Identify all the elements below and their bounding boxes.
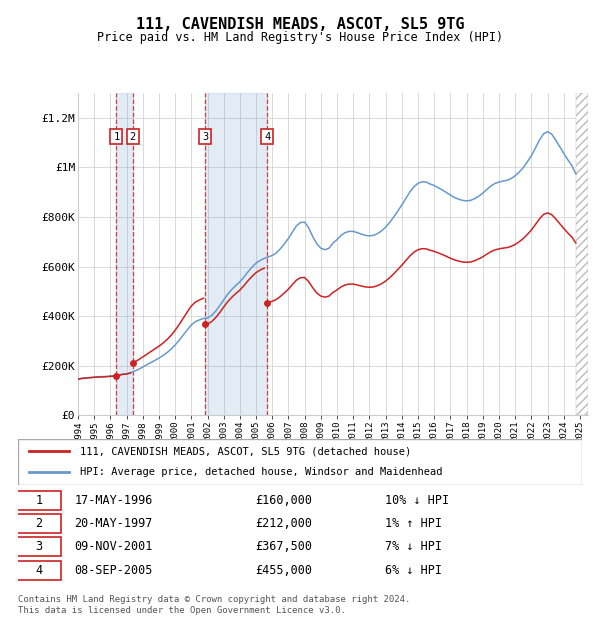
- Text: 17-MAY-1996: 17-MAY-1996: [74, 494, 153, 507]
- Text: 2: 2: [35, 517, 43, 530]
- Text: Price paid vs. HM Land Registry's House Price Index (HPI): Price paid vs. HM Land Registry's House …: [97, 31, 503, 44]
- FancyBboxPatch shape: [17, 514, 61, 533]
- Text: 3: 3: [35, 541, 43, 553]
- Text: 1: 1: [35, 494, 43, 507]
- FancyBboxPatch shape: [17, 538, 61, 556]
- Text: 7% ↓ HPI: 7% ↓ HPI: [385, 541, 442, 553]
- Text: 09-NOV-2001: 09-NOV-2001: [74, 541, 153, 553]
- Text: £367,500: £367,500: [255, 541, 312, 553]
- Text: £160,000: £160,000: [255, 494, 312, 507]
- Text: £212,000: £212,000: [255, 517, 312, 530]
- Text: 6% ↓ HPI: 6% ↓ HPI: [385, 564, 442, 577]
- Text: 111, CAVENDISH MEADS, ASCOT, SL5 9TG (detached house): 111, CAVENDISH MEADS, ASCOT, SL5 9TG (de…: [80, 446, 411, 456]
- Text: 20-MAY-1997: 20-MAY-1997: [74, 517, 153, 530]
- Text: 1% ↑ HPI: 1% ↑ HPI: [385, 517, 442, 530]
- Text: 4: 4: [264, 131, 271, 141]
- Bar: [205, 93, 267, 415]
- Bar: [576, 93, 588, 415]
- Text: HPI: Average price, detached house, Windsor and Maidenhead: HPI: Average price, detached house, Wind…: [80, 467, 443, 477]
- Text: 3: 3: [202, 131, 208, 141]
- FancyBboxPatch shape: [17, 491, 61, 510]
- Text: £455,000: £455,000: [255, 564, 312, 577]
- FancyBboxPatch shape: [17, 560, 61, 580]
- FancyBboxPatch shape: [18, 439, 582, 485]
- Text: 08-SEP-2005: 08-SEP-2005: [74, 564, 153, 577]
- Text: 4: 4: [35, 564, 43, 577]
- Bar: [116, 93, 133, 415]
- Text: 10% ↓ HPI: 10% ↓ HPI: [385, 494, 449, 507]
- Text: 111, CAVENDISH MEADS, ASCOT, SL5 9TG: 111, CAVENDISH MEADS, ASCOT, SL5 9TG: [136, 17, 464, 32]
- Text: Contains HM Land Registry data © Crown copyright and database right 2024.
This d: Contains HM Land Registry data © Crown c…: [18, 595, 410, 614]
- Text: 1: 1: [113, 131, 119, 141]
- Text: 2: 2: [130, 131, 136, 141]
- Bar: [576, 93, 588, 415]
